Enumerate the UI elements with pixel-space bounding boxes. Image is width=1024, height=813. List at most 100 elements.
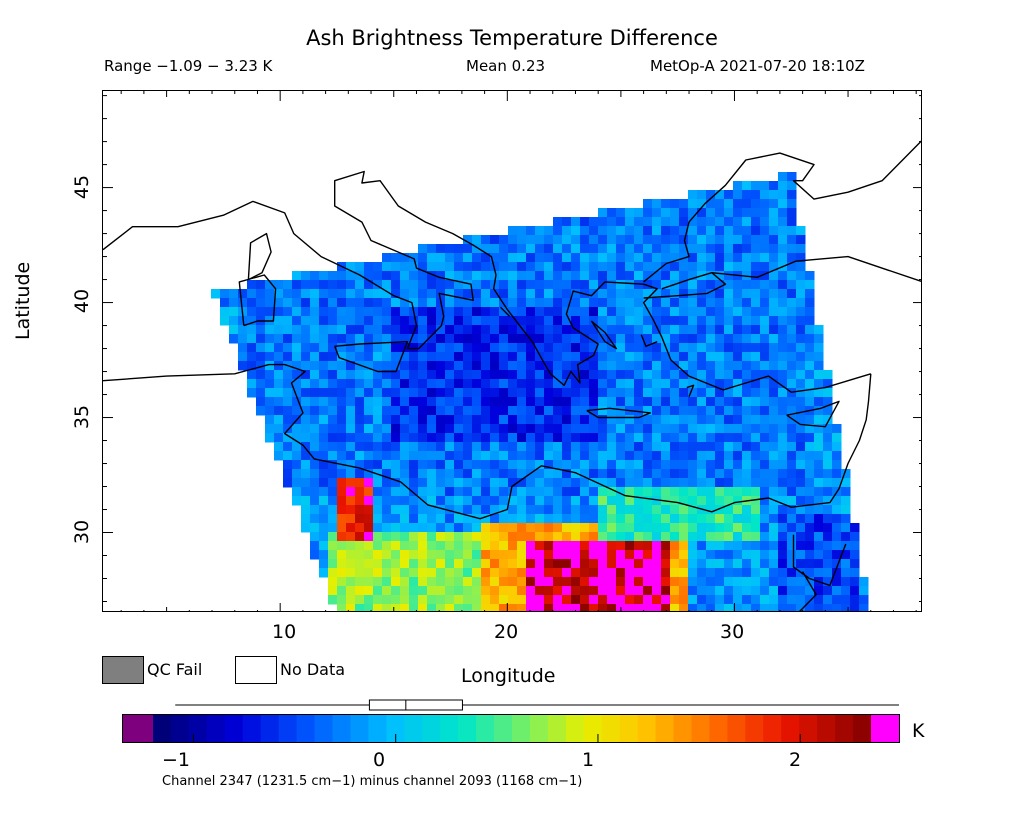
swath-cell <box>625 343 635 353</box>
swath-cell <box>337 532 347 542</box>
swath-cell <box>454 532 464 542</box>
swath-cell <box>391 379 401 389</box>
swath-cell <box>697 316 707 326</box>
swath-cell <box>310 433 320 443</box>
swath-cell <box>796 244 806 254</box>
swath-cell <box>607 379 617 389</box>
swath-cell <box>724 460 734 470</box>
swath-cell <box>400 406 410 416</box>
swath-cell <box>238 289 248 299</box>
swath-cell <box>265 379 275 389</box>
swath-cell <box>733 415 743 425</box>
swath-cell <box>607 397 617 407</box>
swath-cell <box>310 406 320 416</box>
swath-cell <box>535 379 545 389</box>
swath-cell <box>427 316 437 326</box>
swath-cell <box>436 424 446 434</box>
swath-cell <box>652 523 662 533</box>
swath-cell <box>823 568 833 578</box>
swath-cell <box>598 415 608 425</box>
swath-cell <box>688 514 698 524</box>
swath-cell <box>346 370 356 380</box>
swath-cell <box>823 523 833 533</box>
swath-cell <box>661 262 671 272</box>
swath-cell <box>823 505 833 515</box>
swath-cell <box>508 316 518 326</box>
swath-cell <box>688 568 698 578</box>
swath-cell <box>499 496 509 506</box>
swath-cell <box>760 397 770 407</box>
swath-cell <box>769 505 779 515</box>
swath-cell <box>715 568 725 578</box>
swath-cell <box>724 271 734 281</box>
swath-cell <box>454 388 464 398</box>
swath-cell <box>490 388 500 398</box>
swath-cell <box>526 397 536 407</box>
swath-cell <box>445 352 455 362</box>
swath-cell <box>643 487 653 497</box>
swath-cell <box>733 577 743 587</box>
swath-cell <box>544 370 554 380</box>
swath-cell <box>787 253 797 263</box>
swath-cell <box>571 424 581 434</box>
swath-cell <box>544 577 554 587</box>
swath-cell <box>679 487 689 497</box>
swath-cell <box>445 577 455 587</box>
swath-cell <box>598 496 608 506</box>
swath-cell <box>364 262 374 272</box>
swath-cell <box>670 352 680 362</box>
swath-cell <box>481 397 491 407</box>
swath-cell <box>292 478 302 488</box>
swath-cell <box>499 550 509 560</box>
swath-cell <box>382 316 392 326</box>
swath-cell <box>679 559 689 569</box>
swath-cell <box>544 415 554 425</box>
swath-cell <box>409 478 419 488</box>
swath-cell <box>643 208 653 218</box>
swath-cell <box>706 334 716 344</box>
swath-cell <box>778 577 788 587</box>
swath-cell <box>382 280 392 290</box>
swath-cell <box>436 577 446 587</box>
swath-cell <box>589 451 599 461</box>
swath-cell <box>598 406 608 416</box>
swath-cell <box>652 595 662 605</box>
swath-cell <box>337 307 347 317</box>
swath-cell <box>634 469 644 479</box>
swath-cell <box>814 523 824 533</box>
swath-cell <box>706 397 716 407</box>
colorbar-segment <box>422 715 441 742</box>
swath-cell <box>589 352 599 362</box>
swath-cell <box>445 442 455 452</box>
range-text: Range −1.09 − 3.23 K <box>104 57 273 75</box>
swath-cell <box>265 352 275 362</box>
x-axis-label: Longitude <box>461 665 556 687</box>
swath-cell <box>778 226 788 236</box>
swath-cell <box>553 370 563 380</box>
swath-cell <box>481 532 491 542</box>
swath-cell <box>571 523 581 533</box>
swath-cell <box>301 415 311 425</box>
swath-cell <box>454 307 464 317</box>
swath-cell <box>265 388 275 398</box>
swath-cell <box>625 433 635 443</box>
swath-cell <box>787 262 797 272</box>
swath-cell <box>499 460 509 470</box>
swath-cell <box>607 361 617 371</box>
swath-cell <box>391 424 401 434</box>
swath-cell <box>778 325 788 335</box>
swath-cell <box>319 370 329 380</box>
swath-cell <box>616 397 626 407</box>
swath-cell <box>499 541 509 551</box>
colorbar-segment <box>350 715 369 742</box>
swath-cell <box>562 370 572 380</box>
swath-cell <box>634 226 644 236</box>
swath-cell <box>481 280 491 290</box>
swath-cell <box>562 559 572 569</box>
swath-cell <box>463 325 473 335</box>
swath-cell <box>688 496 698 506</box>
coastline <box>799 571 817 611</box>
swath-cell <box>589 496 599 506</box>
swath-cell <box>661 388 671 398</box>
swath-cell <box>499 505 509 515</box>
